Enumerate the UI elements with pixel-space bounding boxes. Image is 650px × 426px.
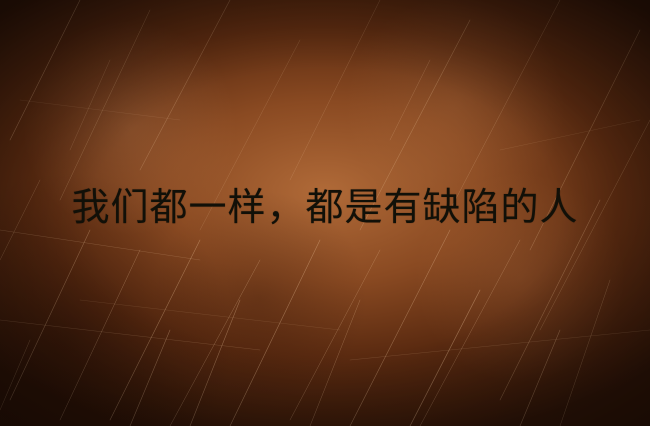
caption-text: 我们都一样，都是有缺陷的人 — [71, 185, 579, 229]
